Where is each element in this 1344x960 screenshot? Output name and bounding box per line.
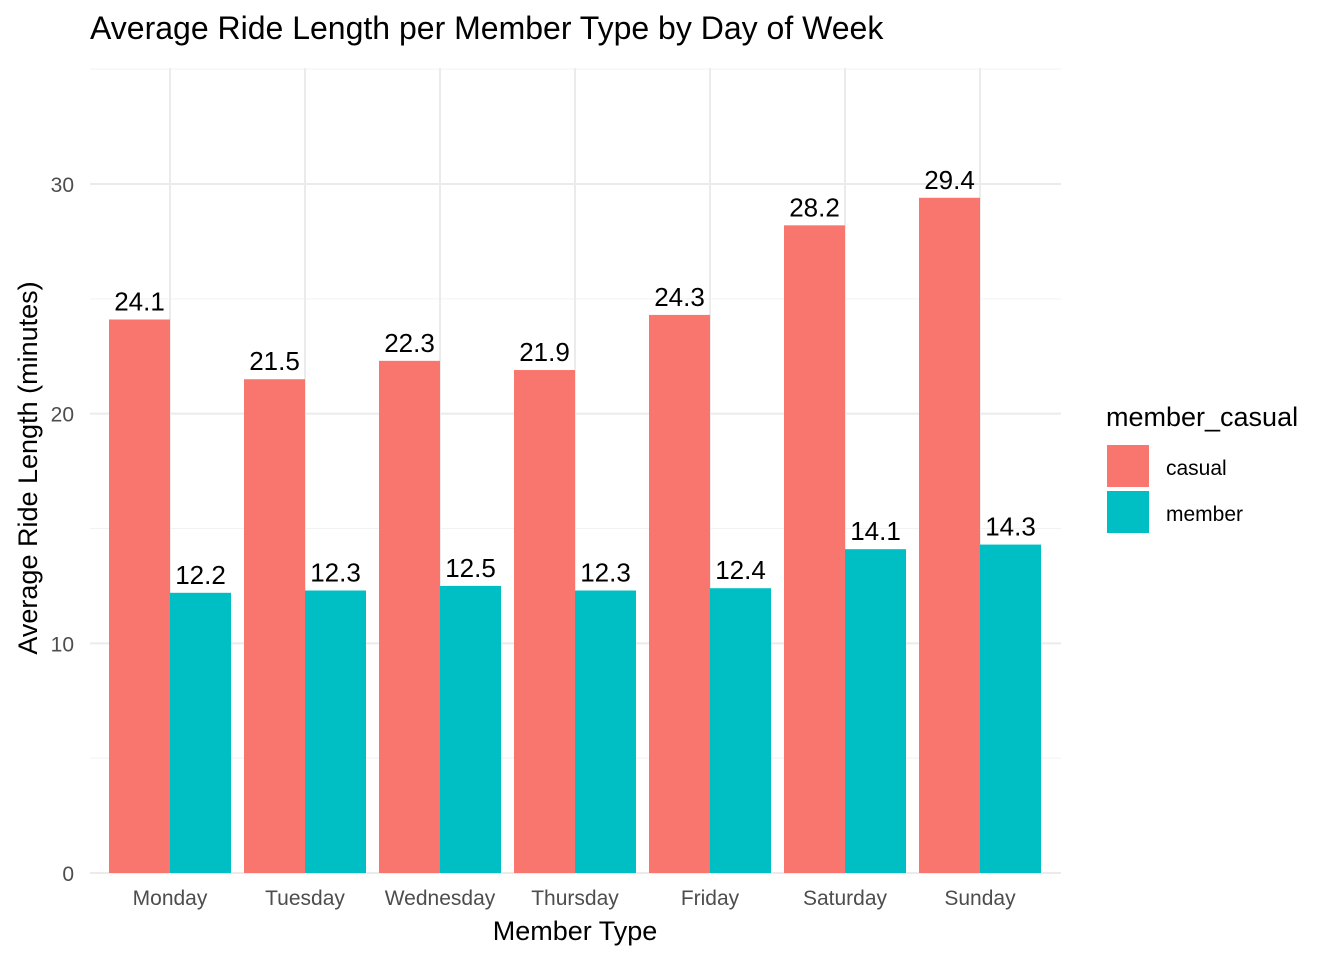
legend-label-member: member — [1166, 503, 1243, 526]
x-tick-label: Monday — [133, 887, 208, 910]
bar-casual-saturday — [784, 225, 845, 874]
bar-casual-tuesday — [244, 379, 305, 873]
x-tick-label: Saturday — [803, 887, 888, 910]
bars — [109, 197, 1041, 874]
bar-casual-monday — [109, 319, 170, 874]
bar-casual-sunday — [919, 197, 980, 873]
x-tick-label: Thursday — [531, 887, 619, 910]
data-label-member-monday: 12.2 — [175, 560, 226, 590]
x-tick-label: Tuesday — [265, 887, 345, 910]
bar-member-wednesday — [440, 585, 501, 873]
y-tick-label: 30 — [51, 174, 74, 197]
data-label-casual-tuesday: 21.5 — [249, 346, 300, 376]
data-label-casual-sunday: 29.4 — [924, 165, 975, 195]
legend-key-casual — [1107, 445, 1149, 487]
y-axis-title: Average Ride Length (minutes) — [13, 281, 43, 654]
bar-member-saturday — [845, 549, 906, 873]
legend-label-casual: casual — [1166, 457, 1227, 480]
data-labels: 24.1 21.5 22.3 21.9 24.3 28.2 29.4 12.2 12.3 12.5… — [114, 165, 1036, 590]
bar-member-sunday — [980, 544, 1041, 873]
data-label-member-saturday: 14.1 — [850, 516, 901, 546]
x-tick-label: Sunday — [944, 887, 1016, 910]
bar-member-friday — [710, 588, 771, 873]
y-axis-ticks: 0 10 20 30 — [51, 174, 74, 886]
y-tick-label: 0 — [62, 863, 74, 886]
bar-casual-friday — [649, 314, 710, 873]
data-label-member-thursday: 12.3 — [580, 558, 631, 588]
data-label-casual-thursday: 21.9 — [519, 337, 570, 367]
legend-key-member — [1107, 491, 1149, 533]
y-tick-label: 20 — [51, 404, 74, 427]
x-tick-label: Friday — [681, 887, 740, 910]
bar-casual-wednesday — [379, 360, 440, 873]
bar-member-tuesday — [305, 590, 366, 873]
x-tick-label: Wednesday — [385, 887, 496, 910]
data-label-casual-friday: 24.3 — [654, 282, 705, 312]
y-tick-label: 10 — [51, 633, 74, 656]
data-label-casual-monday: 24.1 — [114, 287, 165, 317]
x-axis-title: Member Type — [493, 916, 658, 946]
data-label-member-wednesday: 12.5 — [445, 553, 496, 583]
data-label-member-tuesday: 12.3 — [310, 558, 361, 588]
x-axis-ticks: Monday Tuesday Wednesday Thursday Friday Satu… — [133, 887, 1016, 910]
data-label-member-friday: 12.4 — [715, 555, 766, 585]
bar-member-monday — [170, 592, 231, 873]
legend: member_casual casual member — [1106, 402, 1298, 533]
data-label-casual-wednesday: 22.3 — [384, 328, 435, 358]
data-label-member-sunday: 14.3 — [985, 512, 1036, 542]
chart-title: Average Ride Length per Member Type by D… — [90, 10, 884, 46]
legend-title: member_casual — [1106, 402, 1298, 432]
bar-member-thursday — [575, 590, 636, 873]
data-label-casual-saturday: 28.2 — [789, 192, 840, 222]
bar-casual-thursday — [514, 370, 575, 873]
